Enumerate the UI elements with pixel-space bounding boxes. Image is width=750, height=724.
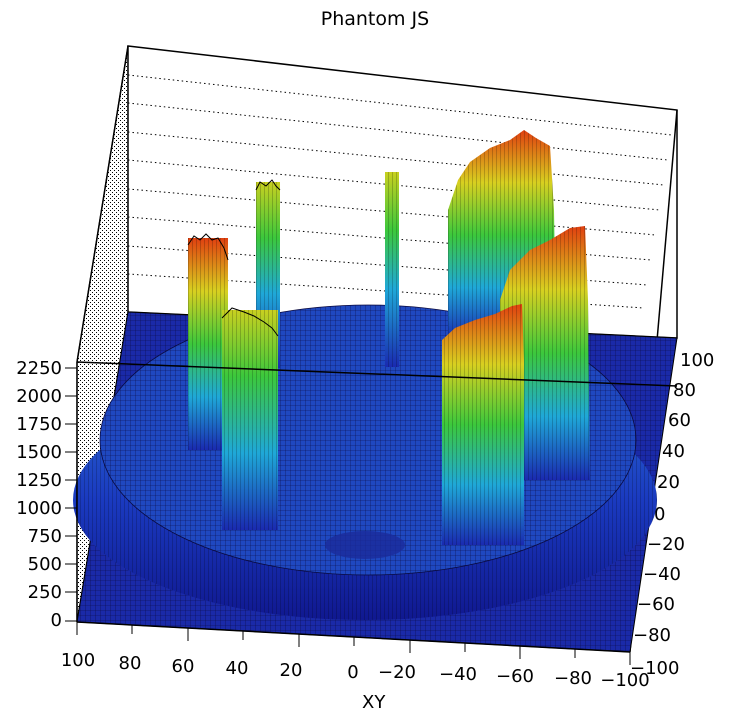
x-tick-label: 20 (279, 660, 303, 681)
column-left-front-back (187, 233, 229, 450)
y-tick-label: 40 (662, 441, 685, 462)
z-axis-ticks (65, 367, 77, 622)
x-tick-label: 100 (60, 650, 96, 671)
x-tick-label: −100 (600, 670, 650, 691)
z-tick-label: 1500 (16, 442, 62, 463)
x-tick-label: −80 (554, 668, 592, 689)
z-tick-label: 250 (27, 582, 62, 603)
column-right-front (442, 304, 524, 545)
x-tick-label: 80 (118, 653, 142, 674)
y-tick-label: 20 (657, 472, 680, 493)
x-axis-ticks (76, 622, 631, 665)
y-tick-label: −20 (647, 534, 685, 555)
y-tick-label: 60 (668, 410, 691, 431)
y-tick-label: −100 (630, 658, 680, 679)
z-tick-label: 1750 (16, 414, 62, 435)
y-tick-label: 80 (673, 380, 696, 401)
center-dip (325, 531, 405, 559)
z-tick-label: 0 (50, 610, 62, 631)
column-left-front (221, 307, 279, 530)
y-tick-label: 0 (654, 504, 666, 525)
x-tick-label: −60 (496, 666, 534, 687)
x-tick-label: −20 (378, 662, 416, 683)
z-tick-label: 2000 (16, 386, 62, 407)
z-tick-label: 500 (27, 554, 62, 575)
column-center-thin (385, 172, 399, 367)
y-tick-label: −60 (637, 594, 675, 615)
z-tick-label: 750 (27, 526, 62, 547)
x-tick-label: 0 (347, 662, 359, 683)
z-tick-label: 1250 (16, 470, 62, 491)
y-tick-label: 100 (680, 350, 715, 371)
z-tick-label: 1000 (16, 498, 62, 519)
y-tick-label: −40 (643, 564, 681, 585)
x-tick-label: −40 (439, 664, 477, 685)
z-tick-label: 2250 (16, 358, 62, 379)
x-tick-label: 40 (225, 658, 249, 679)
x-tick-label: 60 (171, 656, 195, 677)
y-tick-label: −80 (633, 625, 671, 646)
chart-title: Phantom JS (320, 8, 430, 30)
x-axis-label: XY (362, 692, 386, 713)
z-top-edge (76, 361, 678, 387)
